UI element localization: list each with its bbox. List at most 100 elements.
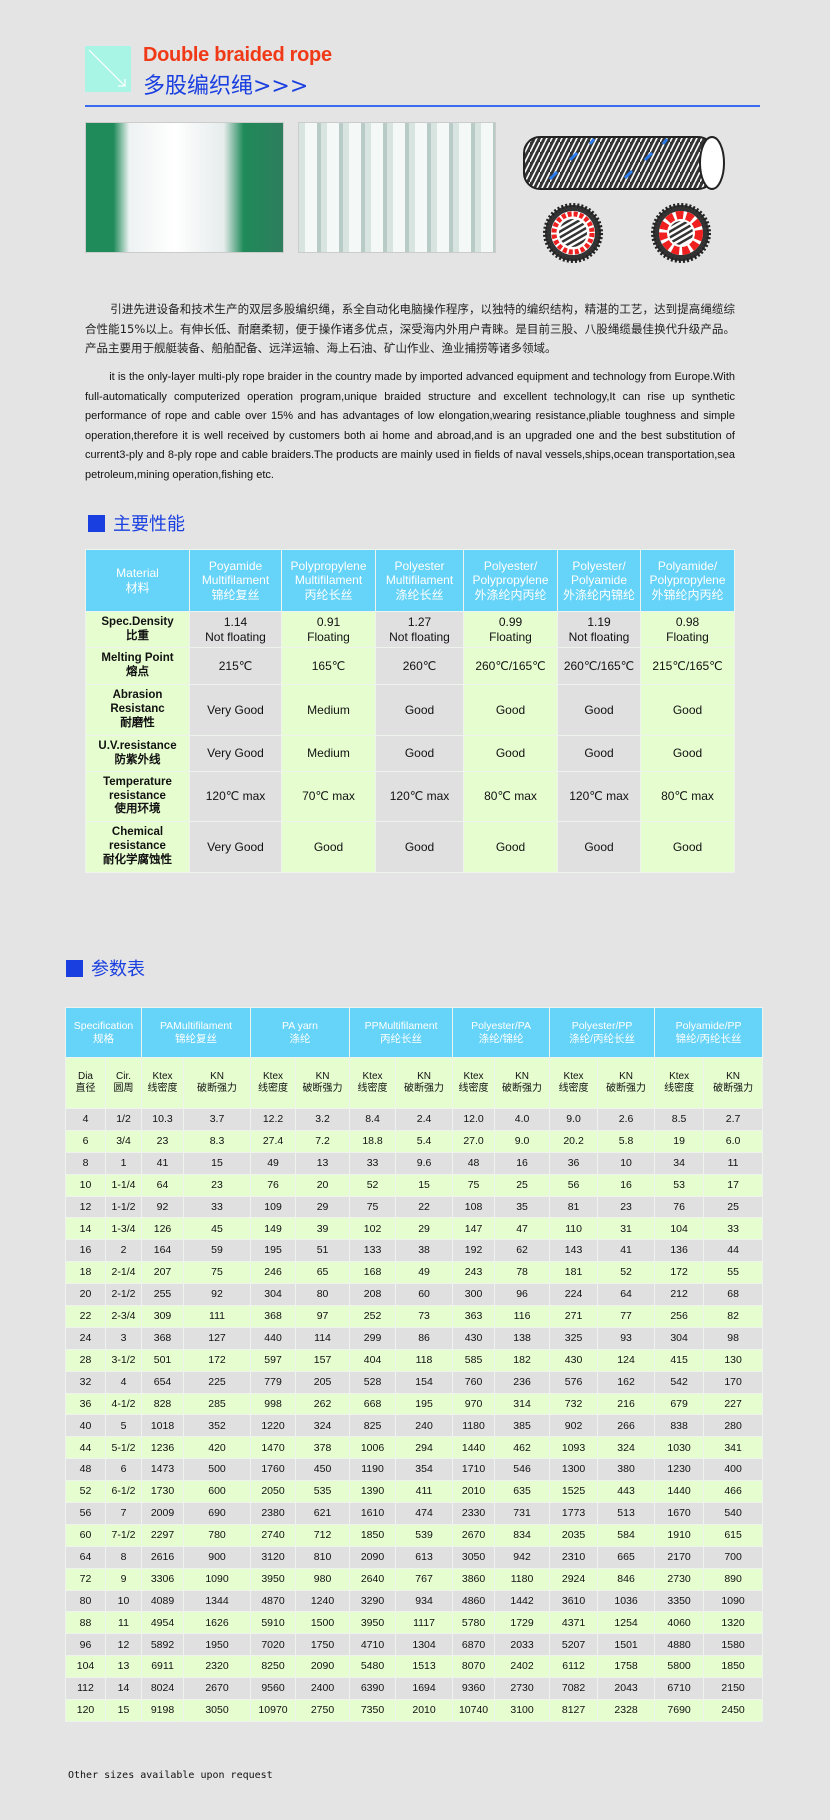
cell-text: 80℃ max: [661, 789, 714, 804]
cell-text: 线密度: [558, 1083, 589, 1094]
value-cell: 1440: [654, 1480, 705, 1504]
value-cell: 126: [141, 1217, 185, 1241]
value-cell: 1758: [597, 1655, 656, 1679]
value-cell: 70℃ max: [281, 771, 376, 822]
cell-text: 涤纶: [289, 1032, 311, 1045]
table-row: 40 5 1018 352 1220 324 825 240 1180 385 902 266 838 2…: [65, 1414, 764, 1438]
value-cell: 810: [295, 1545, 351, 1569]
value-cell: 17: [703, 1173, 764, 1197]
value-cell: 700: [703, 1545, 764, 1569]
value-cell: 2320: [183, 1655, 252, 1679]
value-cell: 4710: [349, 1633, 397, 1657]
row-label: Chemical resistance 耐化学腐蚀性: [85, 821, 190, 873]
value-cell: 2924: [549, 1567, 599, 1591]
value-cell: 65: [295, 1261, 351, 1285]
value-cell: 2402: [494, 1655, 551, 1679]
value-cell: 385: [494, 1414, 551, 1438]
value-cell: 466: [703, 1480, 764, 1504]
value-cell: 92: [141, 1195, 185, 1219]
value-cell: 443: [597, 1480, 656, 1504]
specs-heading-text: 参数表: [91, 959, 145, 980]
cell-text: KN: [210, 1071, 224, 1082]
value-cell: 3100: [494, 1699, 551, 1722]
properties-table: Material 材料 Poyamide Multifilament 锦纶复丝 Polyp…: [85, 549, 735, 873]
value-cell: 304: [654, 1326, 705, 1350]
value-cell: 24: [65, 1326, 106, 1350]
value-cell: 1190: [349, 1458, 397, 1482]
value-cell: 2.4: [395, 1108, 454, 1131]
column-header: Polyester/Polypropylene 外涤纶内丙纶: [463, 549, 558, 612]
value-cell: 2050: [250, 1480, 297, 1504]
value-cell: 59: [183, 1239, 252, 1263]
cell-text: resistance: [109, 789, 166, 802]
value-cell: 157: [295, 1348, 351, 1372]
cell-text: 外锦纶内丙纶: [651, 587, 724, 602]
value-cell: 97: [295, 1305, 351, 1328]
value-cell: 96: [494, 1283, 551, 1307]
cell-text: Abrasion: [112, 689, 163, 702]
value-cell: 712: [295, 1523, 351, 1547]
value-cell: 76: [250, 1173, 297, 1197]
value-cell: 3350: [654, 1589, 705, 1613]
value-cell: 6: [104, 1458, 143, 1482]
cell-text: 破断强力: [606, 1083, 647, 1094]
value-cell: 53: [654, 1173, 705, 1197]
value-cell: 13: [104, 1655, 143, 1679]
value-cell: Good: [557, 684, 641, 736]
value-cell: 104: [65, 1655, 106, 1679]
value-cell: 1773: [549, 1502, 599, 1525]
table-row: 4 1/2 10.3 3.7 12.2 3.2 8.4 2.4 12.0 4.0 9.0 2.6 8.5…: [65, 1108, 764, 1131]
value-cell: 7: [104, 1502, 143, 1525]
value-cell: 3050: [183, 1699, 252, 1722]
value-cell: 15: [183, 1151, 252, 1175]
table-row: 44 5-1/2 1236 420 1470 378 1006 294 1440 462 1093 3…: [65, 1436, 764, 1460]
value-cell: Good: [640, 684, 735, 736]
value-cell: 35: [494, 1195, 551, 1219]
subheader: Cir. 圆周: [104, 1057, 143, 1109]
value-cell: 341: [703, 1436, 764, 1460]
value-cell: 10740: [452, 1699, 496, 1722]
value-cell: 98: [703, 1326, 764, 1350]
value-cell: 14: [104, 1677, 143, 1701]
value-cell: 44: [703, 1239, 764, 1263]
value-cell: 22: [395, 1195, 454, 1219]
table-row: 56 7 2009 690 2380 621 1610 474 2330 731 1773 513 16…: [65, 1502, 764, 1525]
table-row: 120 15 9198 3050 10970 2750 7350 2010 10740 3100 8…: [65, 1699, 764, 1722]
value-cell: 33: [349, 1151, 397, 1175]
table-row: Abrasion Resistanc 耐磨性 Very Good Medium Good G…: [85, 684, 735, 736]
value-cell: Good: [640, 735, 735, 772]
value-cell: 8250: [250, 1655, 297, 1679]
value-cell: 352: [183, 1414, 252, 1438]
value-cell: 1180: [452, 1414, 496, 1438]
value-cell: 48: [452, 1151, 496, 1175]
value-cell: 4089: [141, 1589, 185, 1613]
rope-spool-photo: [85, 122, 284, 253]
value-cell: 64: [141, 1173, 185, 1197]
cell-text: Good: [495, 746, 526, 761]
value-cell: 7082: [549, 1677, 599, 1701]
value-cell: 64: [65, 1545, 106, 1569]
value-cell: 1006: [349, 1436, 397, 1460]
value-cell: 12: [65, 1195, 106, 1219]
value-cell: 102: [349, 1217, 397, 1241]
cell-text: 锦纶复丝: [211, 587, 260, 602]
value-cell: 0.91 Floating: [281, 611, 376, 648]
value-cell: 890: [703, 1567, 764, 1591]
value-cell: 16: [65, 1239, 106, 1263]
value-cell: 1.27 Not floating: [375, 611, 464, 648]
value-cell: 285: [183, 1392, 252, 1416]
value-cell: 1.14 Not floating: [189, 611, 282, 648]
cell-text: 外涤纶内锦纶: [562, 587, 635, 602]
value-cell: 1344: [183, 1589, 252, 1613]
value-cell: 23: [597, 1195, 656, 1219]
cell-text: Ktex: [563, 1071, 584, 1082]
value-cell: 0.98 Floating: [640, 611, 735, 648]
value-cell: 262: [295, 1392, 351, 1416]
cell-text: Polyamide: [570, 573, 628, 588]
value-cell: 109: [250, 1195, 297, 1219]
cell-text: Not floating: [568, 629, 630, 644]
value-cell: 1018: [141, 1414, 185, 1438]
value-cell: 1850: [703, 1655, 764, 1679]
value-cell: 368: [141, 1326, 185, 1350]
value-cell: 2170: [654, 1545, 705, 1569]
